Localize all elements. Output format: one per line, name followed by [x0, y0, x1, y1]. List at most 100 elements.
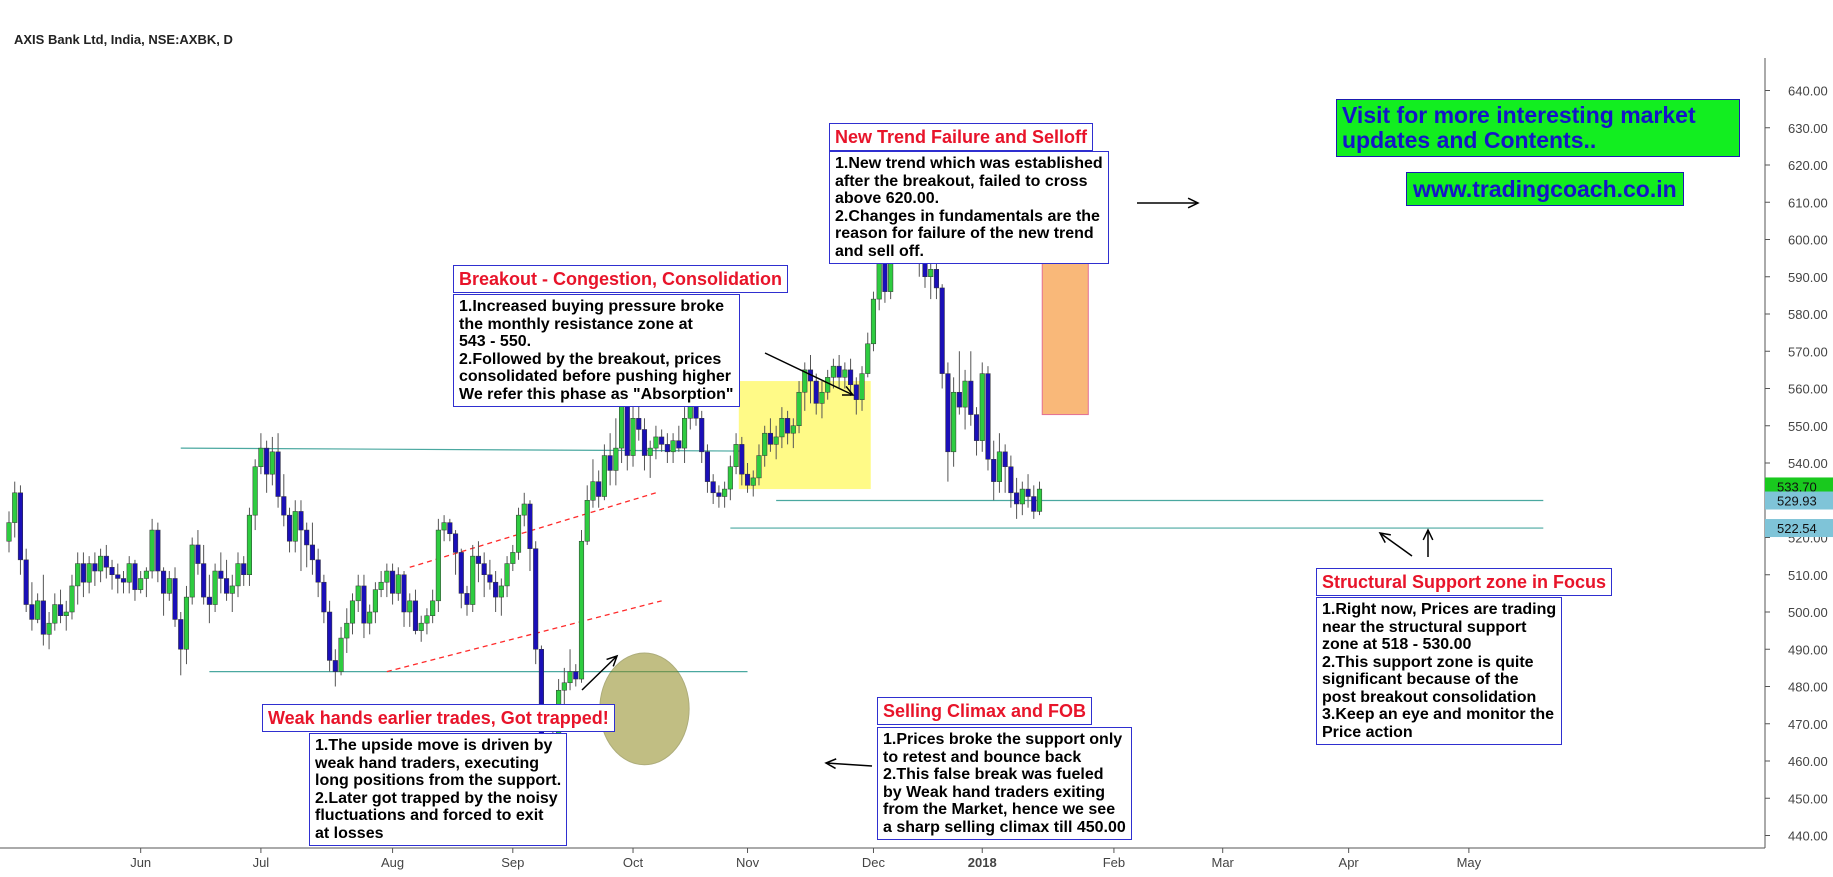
x-tick-label: Aug: [381, 855, 404, 870]
candle: [298, 500, 304, 572]
x-tick-label: Dec: [862, 855, 886, 870]
candle-body: [584, 500, 590, 542]
candle-body: [80, 563, 86, 583]
candle: [596, 470, 602, 508]
candle-body: [744, 473, 751, 486]
annotation-line: 2.Changes in fundamentals are the: [835, 207, 1100, 225]
candle: [796, 381, 802, 434]
candle-body: [52, 604, 58, 624]
candle: [1036, 481, 1043, 516]
candle-body: [790, 425, 796, 434]
candle: [624, 395, 630, 471]
candle-body: [727, 466, 733, 490]
annotation-line: fluctuations and forced to exit: [315, 807, 544, 824]
candle: [590, 459, 596, 508]
annotation-line: 3.Keep an eye and monitor the: [1322, 706, 1555, 723]
candle-body: [979, 373, 985, 441]
candle: [17, 485, 23, 575]
candle-body: [704, 451, 711, 482]
candle-body: [418, 622, 424, 631]
candle: [973, 407, 980, 456]
candle: [80, 552, 86, 598]
candle-body: [372, 589, 378, 613]
annotation-line: 2.Later got trapped by the noisy: [315, 789, 558, 807]
candle-body: [367, 611, 373, 624]
annotation-line: a sharp selling climax till 450.00: [883, 818, 1126, 836]
x-tick-label: Apr: [1339, 855, 1360, 870]
price-label: 533.70: [1765, 477, 1833, 496]
candle-body: [235, 563, 241, 587]
axes: 440.00 450.00 460.00 470.00 480.00 490.00 500.…: [0, 58, 1833, 870]
candle-body: [384, 570, 390, 583]
candle-body: [607, 455, 613, 471]
candle: [584, 485, 590, 545]
annotation-line: 1.The upside move is driven by: [315, 737, 553, 754]
candle-body: [338, 637, 344, 672]
candle-body: [802, 369, 808, 393]
candle: [991, 440, 997, 501]
candle: [453, 530, 459, 575]
candle: [607, 433, 613, 486]
candle: [790, 418, 796, 449]
candle: [458, 548, 464, 609]
candle: [670, 433, 676, 463]
candle-body: [870, 298, 877, 345]
candle: [367, 604, 373, 635]
candle: [1002, 444, 1008, 493]
candle-body: [69, 585, 75, 613]
candle: [63, 600, 69, 631]
candle: [183, 585, 190, 665]
candle-body: [1036, 488, 1043, 512]
candle: [613, 418, 619, 486]
annotation-line: above 620.00.: [835, 190, 940, 207]
annotation-line: significant because of the: [1322, 671, 1519, 688]
y-tick-label: 630.00: [1788, 121, 1828, 136]
candle: [435, 518, 441, 612]
candle: [109, 559, 115, 590]
candle-body: [510, 552, 516, 564]
candle-body: [636, 418, 642, 430]
candle: [40, 574, 46, 646]
candle: [132, 559, 138, 601]
candle: [487, 559, 493, 590]
candle: [46, 612, 52, 650]
candle-body: [281, 496, 287, 516]
annotation-line: post breakout consolidation: [1322, 688, 1537, 706]
candle-body: [578, 540, 585, 680]
candle-body: [46, 622, 52, 635]
y-tick-label: 570.00: [1788, 344, 1828, 359]
candle: [510, 544, 516, 572]
candle: [195, 530, 201, 575]
candle: [939, 284, 945, 389]
y-tick-label: 500.00: [1788, 605, 1828, 620]
candle-body: [344, 622, 350, 639]
candle: [246, 507, 252, 586]
candle-body: [201, 563, 207, 598]
candle-body: [561, 682, 567, 691]
candle: [264, 440, 270, 493]
candle-body: [515, 514, 522, 553]
arrow-head: [1187, 197, 1200, 209]
candle-body: [126, 563, 132, 583]
candle-body: [739, 444, 745, 475]
candle: [269, 436, 275, 486]
candle-body: [996, 451, 1002, 482]
candle-body: [682, 418, 688, 449]
candle-body: [487, 574, 493, 583]
candle: [344, 608, 350, 653]
candle: [315, 548, 321, 598]
candle: [951, 377, 957, 467]
candle: [865, 332, 871, 378]
candle-body: [624, 403, 630, 456]
weak-hands-annotation-title: Weak hands earlier trades, Got trapped!: [262, 704, 615, 732]
candle: [447, 518, 453, 542]
y-tick-label: 560.00: [1788, 382, 1828, 397]
candle: [767, 418, 773, 452]
candle-body: [601, 455, 607, 497]
failure-annotation-text: 1.New trend which was established after …: [829, 151, 1109, 264]
candle-body: [298, 511, 304, 531]
candle-body: [321, 581, 327, 613]
candle: [744, 463, 751, 493]
candle: [327, 600, 333, 672]
promo-url[interactable]: www.tradingcoach.co.in: [1406, 172, 1684, 206]
